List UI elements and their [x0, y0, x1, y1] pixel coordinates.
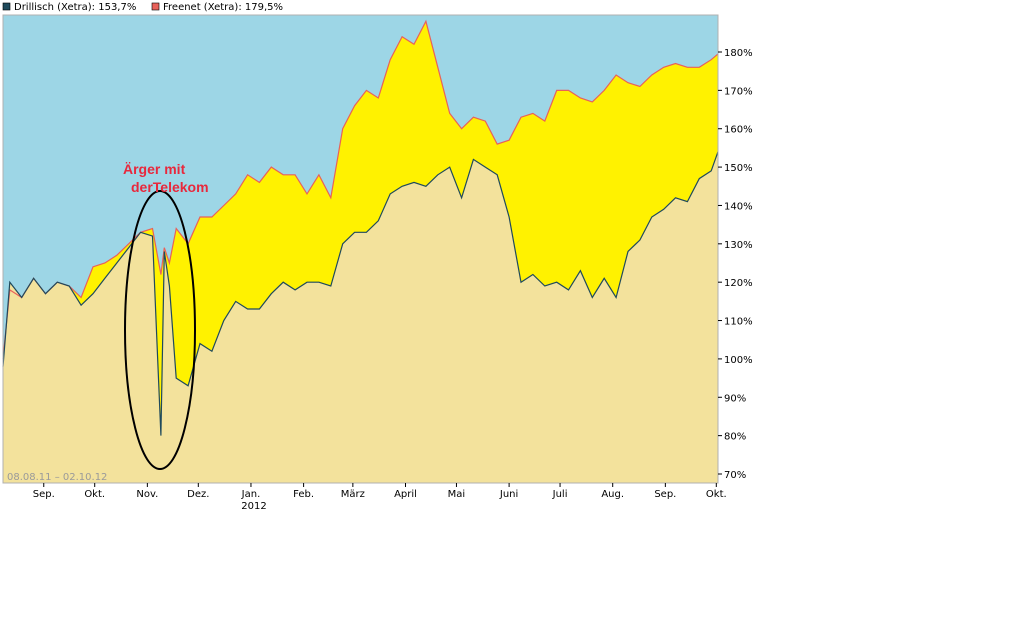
- x-tick-label: Nov.: [136, 489, 158, 500]
- x-tick-label: Feb.: [293, 489, 314, 500]
- x-tick-label: März: [341, 489, 365, 500]
- x-tick-label: Sep.: [33, 489, 55, 500]
- x-tick-label: Sep.: [654, 489, 676, 500]
- y-tick-label: 120%: [724, 278, 753, 289]
- x-tick-label: Okt.: [706, 489, 727, 500]
- y-axis: 70% 80% 90% 100% 110% 120% 130% 140% 150% 160% 170…: [718, 48, 753, 481]
- x-tick-label: Okt.: [84, 489, 105, 500]
- x-tick-label: Dez.: [187, 489, 209, 500]
- plot-layers: [2, 19, 719, 484]
- plot-frame: [2, 14, 719, 484]
- y-tick-label: 170%: [724, 86, 753, 97]
- legend-label-freenet: Freenet (Xetra): 179,5%: [163, 2, 283, 13]
- legend-label-drillisch: Drillisch (Xetra): 153,7%: [14, 2, 136, 13]
- annotation-text-line2: derTelekom: [131, 179, 209, 195]
- annotation-ellipse: [124, 190, 196, 470]
- annotation: Ärger mit derTelekom: [123, 161, 209, 470]
- y-tick-label: 110%: [724, 317, 753, 328]
- x-axis: Sep. Okt. Nov. Dez. Jan. Feb. März April Mai Juni…: [33, 483, 727, 500]
- x-tick-label: April: [394, 489, 417, 500]
- legend: Drillisch (Xetra): 153,7% Freenet (Xetra…: [2, 2, 283, 13]
- y-tick-label: 140%: [724, 201, 753, 212]
- drillisch-area: [3, 151, 718, 483]
- x-tick-label: Aug.: [601, 489, 624, 500]
- freenet-line: [2, 19, 719, 359]
- annotation-text-line1: Ärger mit: [123, 161, 186, 177]
- x-tick-label: Juli: [552, 489, 568, 500]
- y-tick-label: 130%: [724, 240, 753, 251]
- y-tick-label: 80%: [724, 432, 746, 443]
- x-tick-label: Jan.: [241, 489, 261, 500]
- date-range-label: 08.08.11 – 02.10.12: [7, 472, 107, 483]
- y-tick-label: 100%: [724, 355, 753, 366]
- y-tick-label: 70%: [724, 470, 746, 481]
- x-tick-label: Juni: [499, 489, 518, 500]
- legend-swatch-freenet: [151, 2, 160, 11]
- y-tick-label: 160%: [724, 125, 753, 136]
- y-tick-label: 180%: [724, 48, 753, 59]
- y-tick-label: 90%: [724, 393, 746, 404]
- legend-swatch-drillisch: [2, 2, 11, 11]
- x-tick-label: Mai: [448, 489, 466, 500]
- x-year-label: 2012: [241, 501, 266, 512]
- drillisch-line: [2, 151, 719, 436]
- y-tick-label: 150%: [724, 163, 753, 174]
